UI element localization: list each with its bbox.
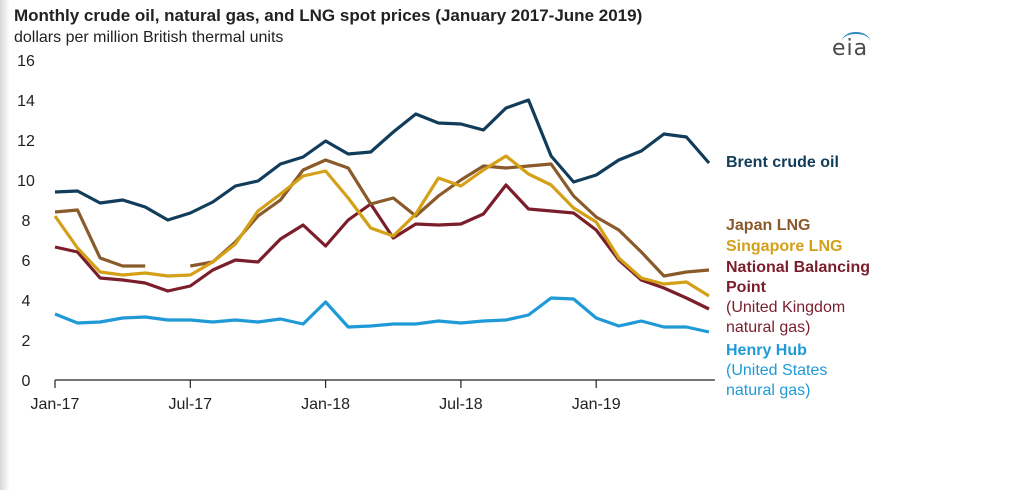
x-tick-label: Jan-17 bbox=[31, 396, 80, 413]
legend-label-brent-crude-oil: Brent crude oil bbox=[726, 153, 839, 173]
y-tick-label: 4 bbox=[22, 293, 31, 310]
legend-label-line: Henry Hub bbox=[726, 342, 807, 359]
series-line-singapore-lng bbox=[53, 154, 710, 298]
series-line-national-balancing-point bbox=[54, 183, 710, 311]
series-line-japan-lng bbox=[54, 158, 710, 278]
eia-logo: eia bbox=[832, 32, 870, 61]
x-tick-label: Jan-19 bbox=[572, 396, 621, 413]
y-tick-label: 6 bbox=[22, 253, 31, 270]
y-tick-label: 10 bbox=[17, 173, 35, 190]
legend-label-line: Japan LNG bbox=[726, 217, 811, 234]
legend-label-henry-hub: Henry Hub (United States natural gas) bbox=[726, 341, 827, 401]
chart-subtitle: dollars per million British thermal unit… bbox=[14, 29, 284, 46]
legend-label-line: Brent crude oil bbox=[726, 154, 839, 171]
y-tick-label: 12 bbox=[17, 133, 35, 150]
y-tick-label: 14 bbox=[17, 93, 35, 110]
series-line-brent-crude-oil bbox=[54, 98, 711, 222]
legend-sublabel-line: natural gas) bbox=[726, 319, 811, 336]
legend-sublabel-line: natural gas) bbox=[726, 382, 811, 399]
y-tick-label: 8 bbox=[22, 213, 31, 230]
legend-label-line: National Balancing bbox=[726, 259, 871, 276]
legend-label-line: Singapore LNG bbox=[726, 238, 843, 255]
chart-title: Monthly crude oil, natural gas, and LNG … bbox=[14, 6, 643, 25]
legend-sublabel-line: (United States bbox=[726, 362, 828, 379]
legend-sublabel-line: (United Kingdom bbox=[726, 299, 846, 316]
x-tick-label: Jul-17 bbox=[169, 396, 213, 413]
legend-label-line: Point bbox=[726, 279, 766, 296]
legend-label-national-balancing-point: National Balancing Point (United Kingdom na… bbox=[726, 258, 870, 338]
y-tick-label: 2 bbox=[22, 333, 31, 350]
eia-logo-arc-icon bbox=[842, 32, 870, 50]
y-tick-label: 16 bbox=[17, 53, 35, 70]
x-tick-label: Jul-18 bbox=[439, 396, 483, 413]
series-line-henry-hub bbox=[54, 296, 710, 334]
legend-label-singapore-lng: Singapore LNG bbox=[726, 237, 842, 257]
y-tick-label: 0 bbox=[22, 373, 31, 390]
x-tick-label: Jan-18 bbox=[301, 396, 350, 413]
left-edge-shadow bbox=[0, 0, 10, 490]
legend-label-japan-lng: Japan LNG bbox=[726, 216, 810, 236]
